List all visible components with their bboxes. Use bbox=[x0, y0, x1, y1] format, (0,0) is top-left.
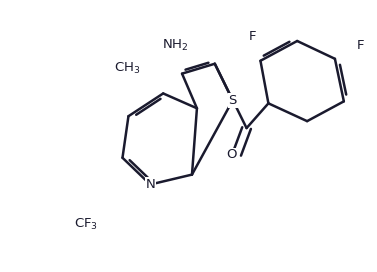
Text: S: S bbox=[228, 94, 237, 107]
Text: N: N bbox=[146, 178, 155, 191]
Text: F: F bbox=[249, 30, 256, 42]
Text: O: O bbox=[226, 148, 237, 161]
Text: CH$_3$: CH$_3$ bbox=[114, 61, 140, 76]
Text: F: F bbox=[357, 39, 364, 52]
Text: CF$_3$: CF$_3$ bbox=[74, 217, 98, 232]
Text: NH$_2$: NH$_2$ bbox=[162, 38, 188, 54]
